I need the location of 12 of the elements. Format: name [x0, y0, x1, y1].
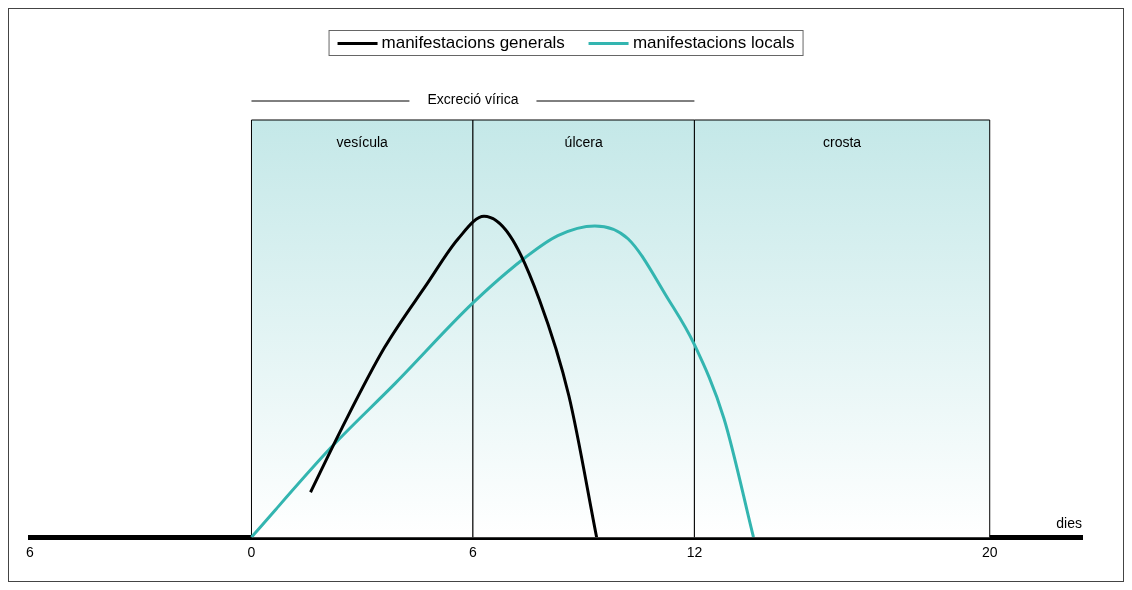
legend-label: manifestacions locals — [632, 33, 795, 52]
x-axis-title: dies — [1056, 515, 1082, 532]
text: Excreció vírica — [427, 90, 519, 107]
legend-label: manifestacions generals — [381, 33, 565, 52]
band-label: crosta — [823, 133, 862, 150]
x-tick-label: 12 — [686, 544, 703, 561]
x-tick-label: 20 — [981, 544, 998, 561]
x-tick-label: 0 — [247, 544, 256, 561]
x-tick-label: 6 — [26, 544, 35, 561]
band-label: úlcera — [564, 133, 603, 150]
x-tick-label: 6 — [469, 544, 478, 561]
band-label: vesícula — [336, 133, 389, 150]
